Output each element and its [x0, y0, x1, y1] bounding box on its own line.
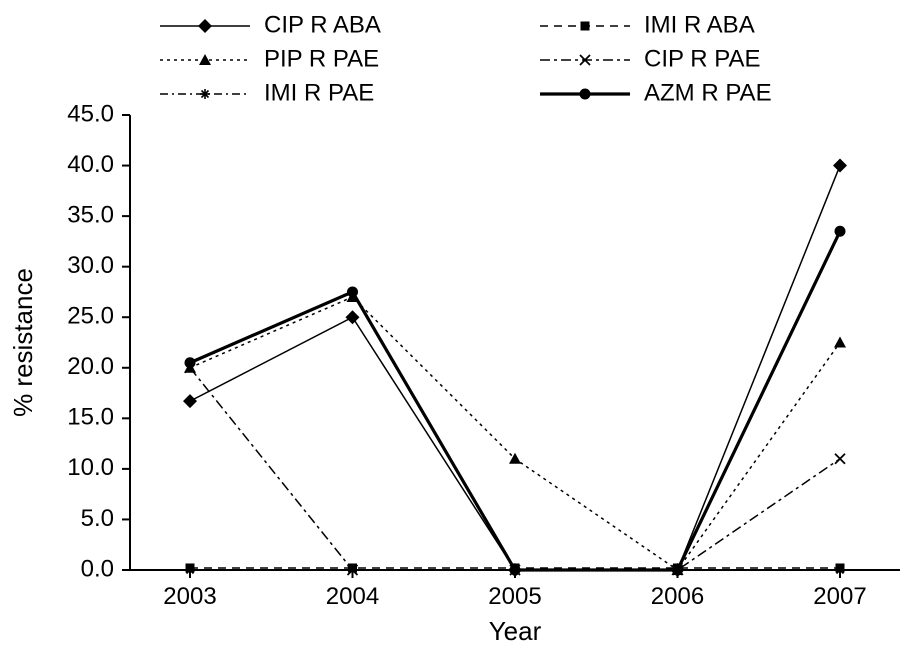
legend-item: CIP R ABA: [160, 11, 381, 38]
y-tick-label: 15.0: [67, 404, 114, 431]
resistance-line-chart: 0.0 5.0 10.0 15.0 20.0 25.0 30.0 35.0 40.0 45.0 20…: [0, 0, 916, 664]
y-tick-label: 5.0: [81, 505, 114, 532]
y-tick-label: 20.0: [67, 353, 114, 380]
y-tick-label: 0.0: [81, 555, 114, 582]
legend-label: AZM R PAE: [644, 79, 772, 106]
legend-label: CIP R PAE: [644, 45, 760, 72]
x-tick-label: 2003: [163, 583, 216, 610]
y-tick-label: 40.0: [67, 151, 114, 178]
legend-item: PIP R PAE: [160, 45, 379, 72]
y-tick-label: 45.0: [67, 100, 114, 127]
legend-item: AZM R PAE: [540, 79, 772, 106]
x-axis-label: Year: [489, 616, 542, 646]
legend-label: CIP R ABA: [264, 11, 381, 38]
legend-label: IMI R ABA: [644, 11, 755, 38]
legend-label: IMI R PAE: [264, 79, 374, 106]
legend-item: IMI R ABA: [540, 11, 755, 38]
x-tick-label: 2006: [651, 583, 704, 610]
series-pip-r-pae: [184, 291, 846, 575]
x-tick-label: 2007: [813, 583, 866, 610]
y-tick-label: 30.0: [67, 252, 114, 279]
x-tick-label: 2004: [326, 583, 379, 610]
y-tick-label: 35.0: [67, 201, 114, 228]
legend-label: PIP R PAE: [264, 45, 379, 72]
y-axis-label: % resistance: [8, 268, 38, 417]
legend-item: CIP R PAE: [540, 45, 760, 72]
legend-item: IMI R PAE: [160, 79, 374, 106]
series-cip-r-aba: [183, 159, 847, 577]
y-tick-label: 10.0: [67, 454, 114, 481]
series-cip-r-pae: [185, 363, 845, 575]
y-tick-label: 25.0: [67, 303, 114, 330]
x-tick-label: 2005: [488, 583, 541, 610]
